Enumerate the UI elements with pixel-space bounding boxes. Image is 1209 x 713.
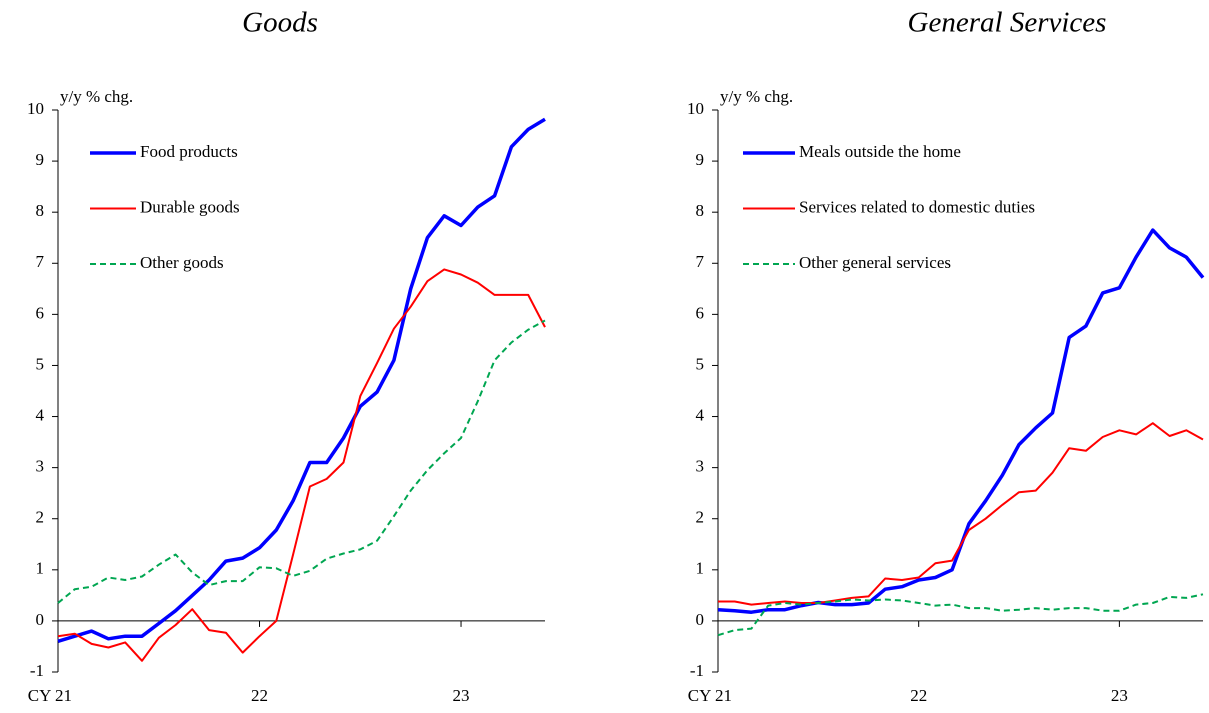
y-tick-label: 3 xyxy=(696,457,705,476)
y-tick-label: -1 xyxy=(30,661,44,680)
legend-label: Other goods xyxy=(140,253,224,272)
y-tick-label: 7 xyxy=(696,252,705,271)
y-axis-label: y/y % chg. xyxy=(720,87,793,106)
x-tick-label: 23 xyxy=(1111,686,1128,705)
series-line xyxy=(57,268,546,662)
series-line xyxy=(717,593,1204,637)
y-tick-label: 0 xyxy=(36,610,45,629)
x-tick-label: 22 xyxy=(251,686,268,705)
chart-title: General Services xyxy=(908,7,1107,39)
y-tick-label: 8 xyxy=(696,201,705,220)
y-tick-label: 7 xyxy=(36,252,45,271)
y-tick-label: 1 xyxy=(696,559,705,578)
y-tick-label: 8 xyxy=(36,201,45,220)
legend-label: Durable goods xyxy=(140,197,240,216)
y-tick-label: 1 xyxy=(36,559,45,578)
y-tick-label: 0 xyxy=(696,610,705,629)
legend-label: Services related to domestic duties xyxy=(799,197,1035,216)
x-tick-label: CY 21 xyxy=(688,686,732,705)
series-line xyxy=(718,422,1204,606)
y-tick-label: 5 xyxy=(696,354,705,373)
y-tick-label: 10 xyxy=(687,99,704,118)
y-tick-label: 5 xyxy=(36,354,45,373)
y-tick-label: 3 xyxy=(36,457,45,476)
series-line xyxy=(717,228,1205,614)
legend-label: Meals outside the home xyxy=(799,142,961,161)
chart-title: Goods xyxy=(242,7,318,39)
y-tick-label: 9 xyxy=(696,150,705,169)
y-tick-label: -1 xyxy=(690,661,704,680)
x-tick-label: 23 xyxy=(453,686,470,705)
legend-label: Other general services xyxy=(799,253,951,272)
y-tick-label: 6 xyxy=(36,303,45,322)
legend-label: Food products xyxy=(140,142,238,161)
y-tick-label: 2 xyxy=(696,508,705,527)
x-tick-label: CY 21 xyxy=(28,686,72,705)
y-axis-label: y/y % chg. xyxy=(60,87,133,106)
y-tick-label: 4 xyxy=(696,405,705,424)
x-tick-label: 22 xyxy=(910,686,927,705)
y-tick-label: 6 xyxy=(696,303,705,322)
series-line xyxy=(57,319,546,604)
y-tick-label: 2 xyxy=(36,508,45,527)
y-tick-label: 9 xyxy=(36,150,45,169)
series-line xyxy=(57,117,546,643)
y-tick-label: 10 xyxy=(27,99,44,118)
y-tick-label: 4 xyxy=(36,405,45,424)
